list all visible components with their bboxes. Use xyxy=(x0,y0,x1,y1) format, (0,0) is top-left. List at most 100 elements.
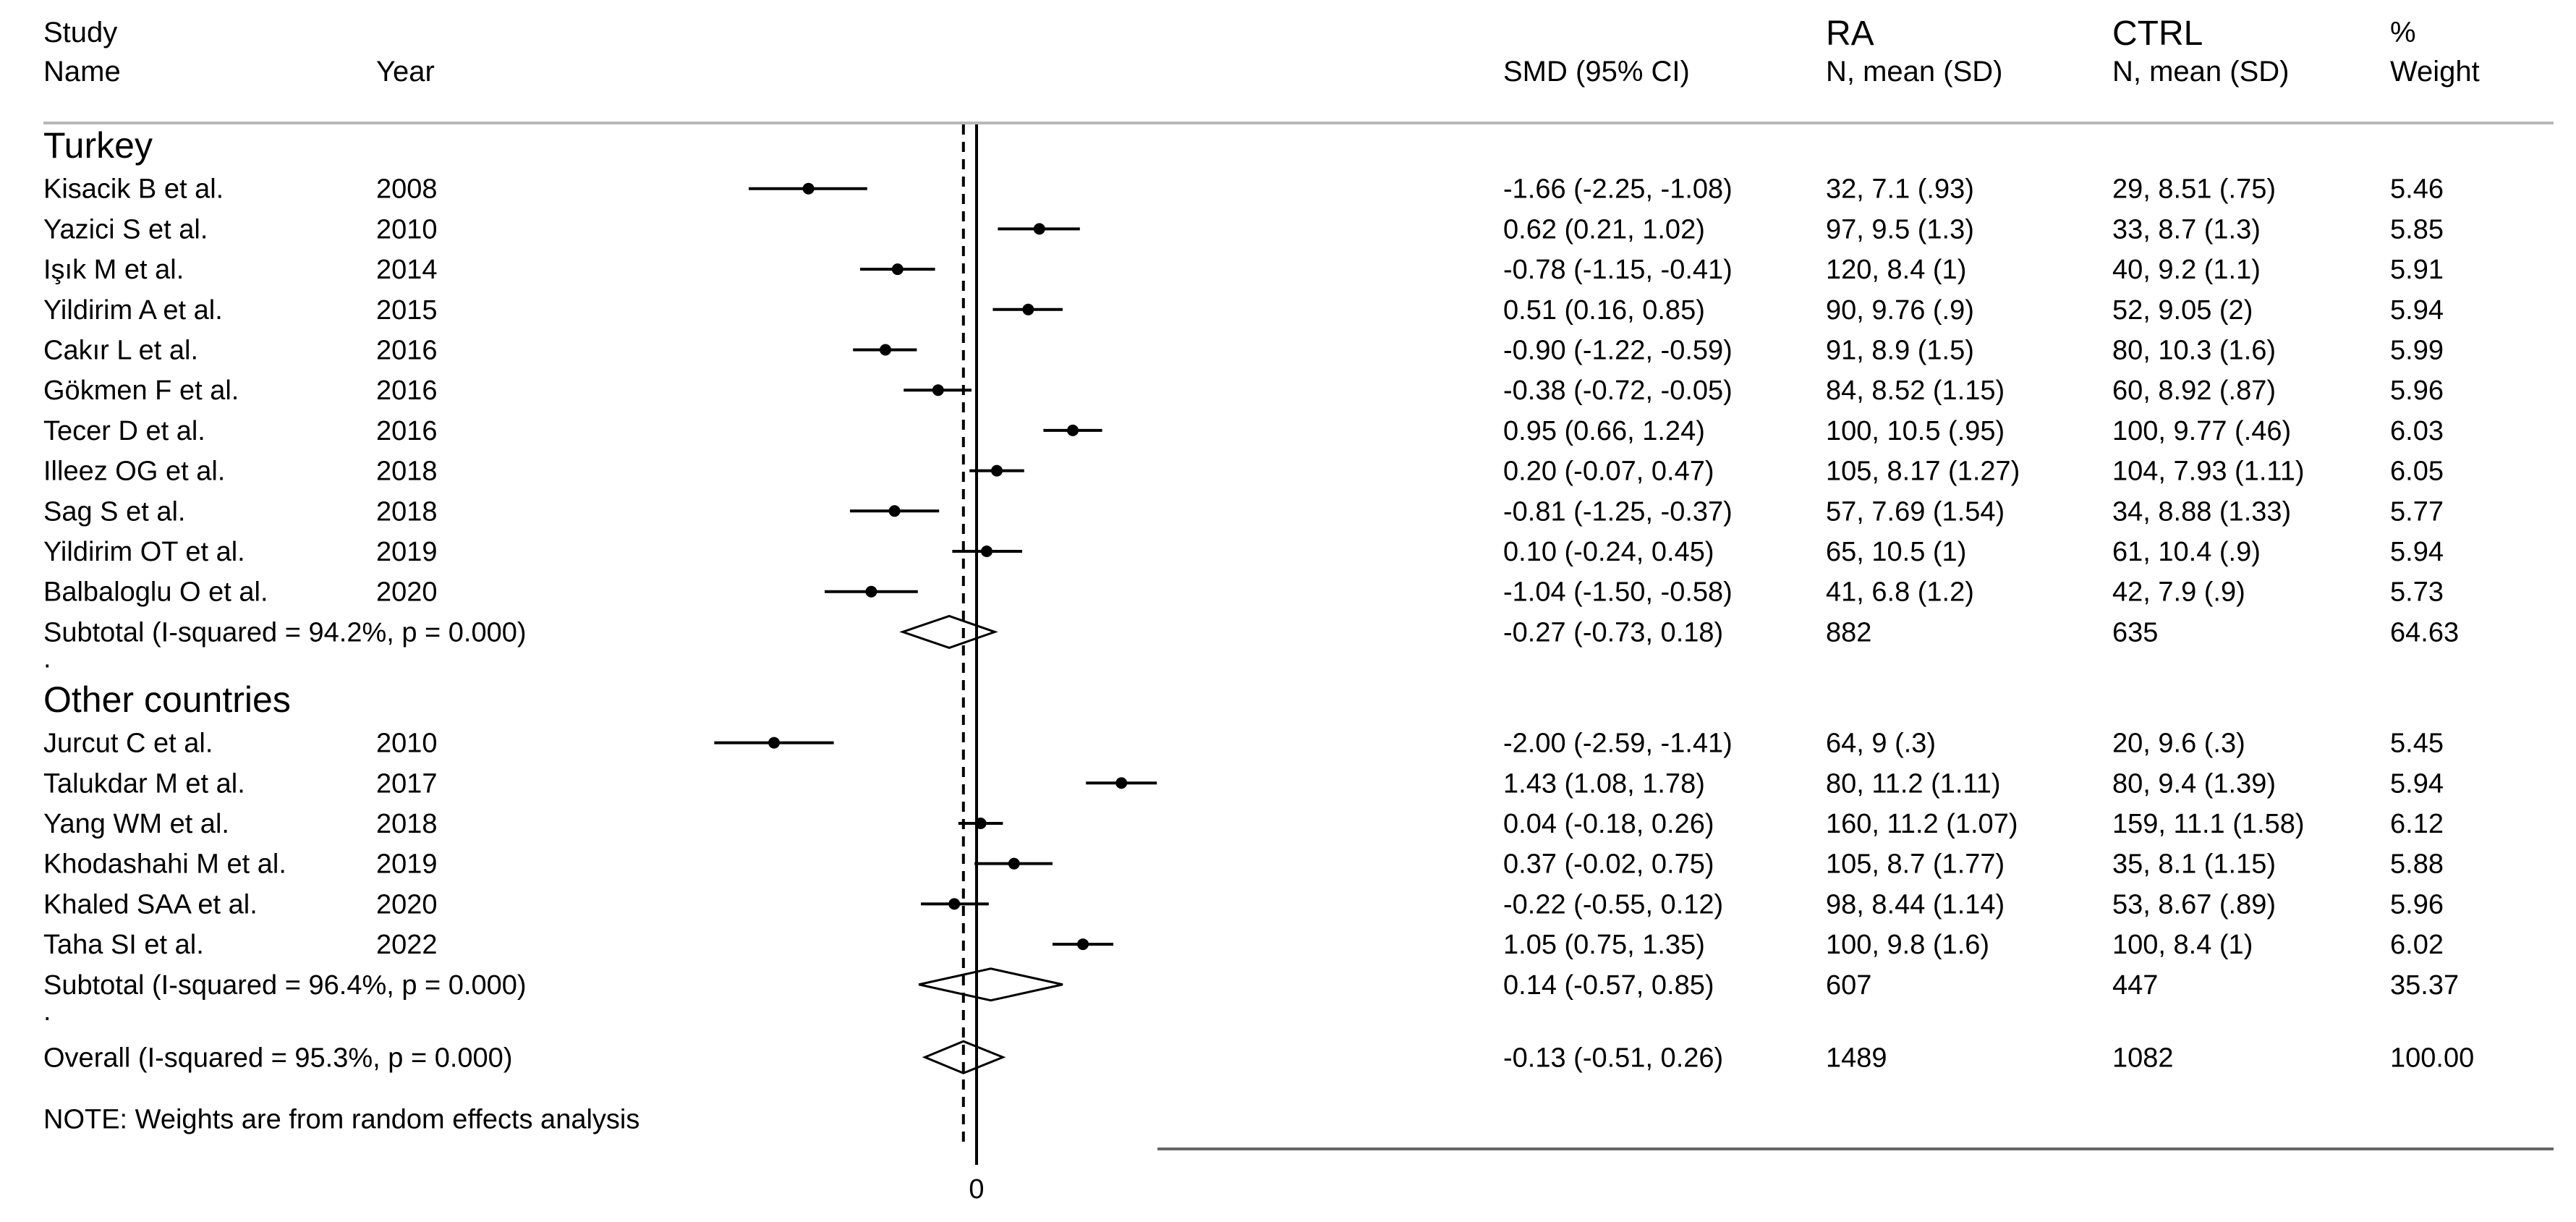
study-ctrl: 159, 11.1 (1.58) xyxy=(2112,809,2304,839)
header-ctrl: CTRL xyxy=(2112,14,2203,53)
overall-ctrl: 1082 xyxy=(2112,1043,2174,1073)
study-weight: 5.96 xyxy=(2390,889,2444,920)
study-year: 2019 xyxy=(376,537,438,567)
study-weight: 5.45 xyxy=(2390,729,2444,759)
header-study-line1: Study xyxy=(43,17,117,48)
subtotal-smd-ci: -0.27 (-0.73, 0.18) xyxy=(1503,617,1723,648)
study-smd-ci: 0.20 (-0.07, 0.47) xyxy=(1503,457,1714,487)
study-name: Işık M et al. xyxy=(43,255,184,285)
study-ra: 98, 8.44 (1.14) xyxy=(1826,889,2005,920)
study-smd-ci: 0.95 (0.66, 1.24) xyxy=(1503,416,1705,446)
weights-note: NOTE: Weights are from random effects an… xyxy=(43,1104,639,1134)
study-name: Sag S et al. xyxy=(43,496,185,527)
study-smd-ci: -0.81 (-1.25, -0.37) xyxy=(1503,496,1733,527)
study-point-estimate xyxy=(1033,223,1045,235)
study-ra: 90, 9.76 (.9) xyxy=(1826,295,1974,326)
header-ra: RA xyxy=(1826,14,1874,53)
study-name: Yildirim OT et al. xyxy=(43,537,245,567)
study-ra: 91, 8.9 (1.5) xyxy=(1826,336,1974,366)
study-ra: 160, 11.2 (1.07) xyxy=(1826,809,2018,839)
subtotal-diamond xyxy=(899,614,998,649)
study-smd-ci: -0.38 (-0.72, -0.05) xyxy=(1503,375,1733,406)
study-point-estimate xyxy=(948,898,961,910)
study-ctrl: 34, 8.88 (1.33) xyxy=(2112,496,2291,527)
overall-ra: 1489 xyxy=(1826,1043,1887,1073)
study-name: Balbaloglu O et al. xyxy=(43,577,268,608)
study-ra: 105, 8.17 (1.27) xyxy=(1826,457,2020,487)
study-point-estimate xyxy=(1022,303,1034,315)
study-name: Yazici S et al. xyxy=(43,214,208,245)
study-weight: 5.96 xyxy=(2390,375,2444,406)
study-year: 2015 xyxy=(376,295,438,326)
study-ctrl: 80, 10.3 (1.6) xyxy=(2112,336,2276,366)
header-year: Year xyxy=(376,56,435,88)
overall-diamond xyxy=(922,1040,1006,1074)
study-ctrl: 100, 8.4 (1) xyxy=(2112,930,2253,960)
study-name: Gökmen F et al. xyxy=(43,375,239,406)
study-smd-ci: -0.90 (-1.22, -0.59) xyxy=(1503,336,1733,366)
header-weight: Weight xyxy=(2390,56,2480,88)
study-year: 2018 xyxy=(376,809,438,839)
header-study-line2: Name xyxy=(43,56,121,88)
study-year: 2018 xyxy=(376,457,438,487)
study-smd-ci: 0.04 (-0.18, 0.26) xyxy=(1503,809,1714,839)
subtotal-ra: 882 xyxy=(1826,617,1871,648)
subtotal-label: Subtotal (I-squared = 96.4%, p = 0.000) xyxy=(43,970,527,1001)
study-point-estimate xyxy=(1077,938,1089,951)
study-name: Khaled SAA et al. xyxy=(43,889,258,920)
study-ra: 97, 9.5 (1.3) xyxy=(1826,214,1974,245)
row-separator-dot: . xyxy=(43,996,51,1027)
study-year: 2010 xyxy=(376,214,438,245)
marks-layer xyxy=(714,124,1157,1165)
subtotal-ctrl: 635 xyxy=(2112,617,2158,648)
group-heading: Turkey xyxy=(43,125,153,166)
study-ctrl: 104, 7.93 (1.11) xyxy=(2112,457,2304,487)
study-ctrl: 35, 8.1 (1.15) xyxy=(2112,849,2276,880)
study-point-estimate xyxy=(888,505,901,517)
study-ctrl: 52, 9.05 (2) xyxy=(2112,295,2253,326)
study-year: 2020 xyxy=(376,889,438,920)
study-point-estimate xyxy=(880,344,891,356)
study-point-estimate xyxy=(768,737,780,749)
study-point-estimate xyxy=(981,546,992,557)
subtotal-ra: 607 xyxy=(1826,970,1871,1001)
study-smd-ci: 0.10 (-0.24, 0.45) xyxy=(1503,537,1714,567)
study-weight: 5.46 xyxy=(2390,174,2444,205)
study-ra: 100, 9.8 (1.6) xyxy=(1826,930,1989,960)
subtotal-diamond xyxy=(918,967,1063,1002)
study-point-estimate xyxy=(1067,424,1079,436)
study-year: 2010 xyxy=(376,729,438,759)
study-weight: 5.91 xyxy=(2390,255,2444,285)
study-weight: 5.73 xyxy=(2390,577,2444,608)
study-ctrl: 20, 9.6 (.3) xyxy=(2112,729,2245,759)
study-point-estimate xyxy=(865,585,877,598)
study-point-estimate xyxy=(1008,857,1020,870)
study-point-estimate xyxy=(932,384,944,396)
study-name: Tecer D et al. xyxy=(43,416,205,446)
header-ra-sub: N, mean (SD) xyxy=(1826,56,2003,88)
subtotal-ctrl: 447 xyxy=(2112,970,2158,1001)
subtotal-smd-ci: 0.14 (-0.57, 0.85) xyxy=(1503,970,1714,1001)
study-point-estimate xyxy=(802,182,815,195)
study-weight: 5.94 xyxy=(2390,295,2444,326)
subtotal-label: Subtotal (I-squared = 94.2%, p = 0.000) xyxy=(43,617,527,648)
study-weight: 5.94 xyxy=(2390,768,2444,799)
header-weight-pct: % xyxy=(2390,17,2416,48)
study-smd-ci: -1.04 (-1.50, -0.58) xyxy=(1503,577,1733,608)
study-weight: 5.88 xyxy=(2390,849,2444,880)
study-weight: 6.02 xyxy=(2390,930,2444,960)
study-ctrl: 42, 7.9 (.9) xyxy=(2112,577,2245,608)
study-smd-ci: -0.22 (-0.55, 0.12) xyxy=(1503,889,1723,920)
study-point-estimate xyxy=(991,464,1003,477)
study-ra: 65, 10.5 (1) xyxy=(1826,537,1966,567)
study-name: Taha SI et al. xyxy=(43,930,204,960)
subtotal-weight: 35.37 xyxy=(2390,970,2459,1001)
study-weight: 5.85 xyxy=(2390,214,2444,245)
study-ctrl: 40, 9.2 (1.1) xyxy=(2112,255,2261,285)
group-heading: Other countries xyxy=(43,679,291,720)
study-weight: 5.99 xyxy=(2390,336,2444,366)
study-ra: 32, 7.1 (.93) xyxy=(1826,174,1974,205)
study-weight: 6.12 xyxy=(2390,809,2444,839)
